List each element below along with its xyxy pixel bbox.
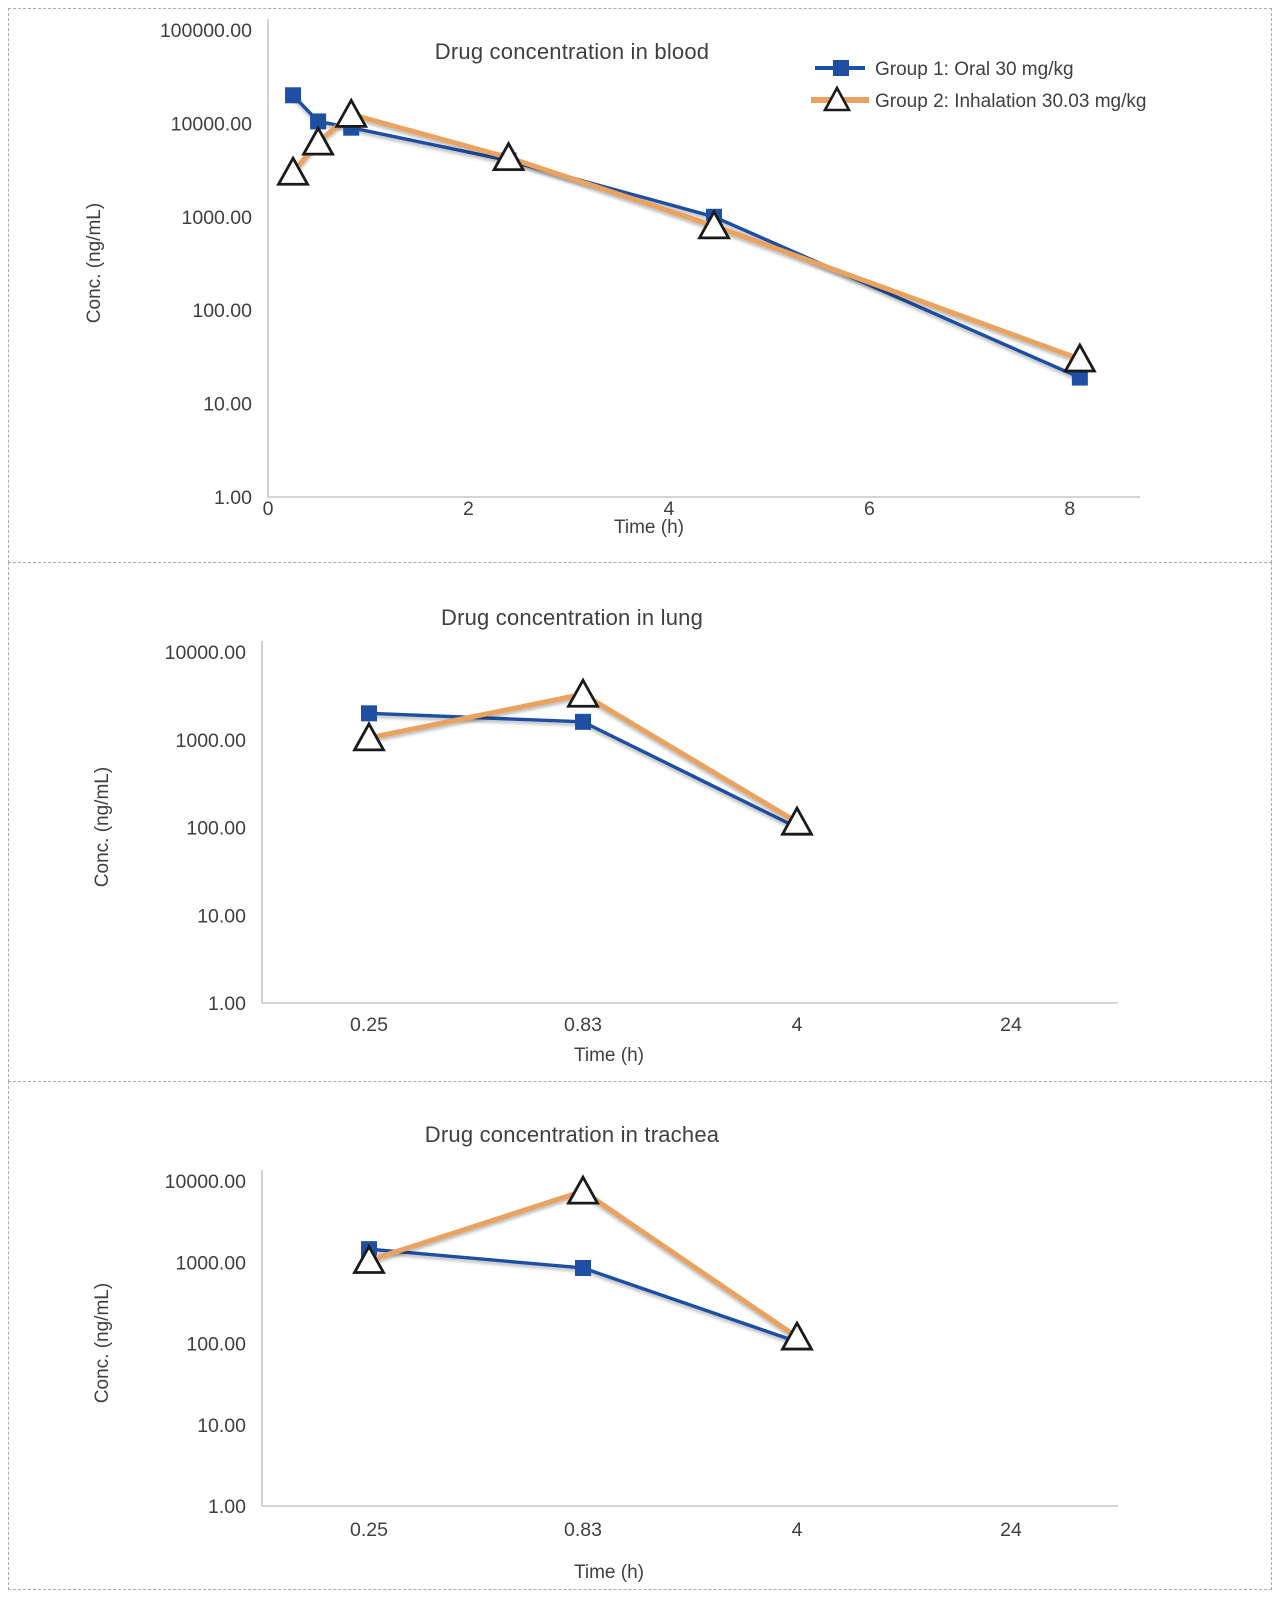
chart-title-trachea: Drug concentration in trachea (424, 1122, 720, 1147)
x-tick-label: 0.25 (350, 1014, 388, 1036)
x-tick-label: 0.25 (350, 1519, 388, 1541)
chart-panel-blood: 100000.00 10000.00 1000.00 100.00 10.00 1.00 0… (8, 8, 1272, 563)
y-tick-label: 10.00 (203, 394, 252, 416)
y-tick-label: 100.00 (192, 300, 252, 322)
chart-panel-lung: 10000.00 1000.00 100.00 10.00 1.00 0.25 0.83 4 2… (8, 562, 1272, 1082)
y-tick-label: 1.00 (208, 993, 246, 1015)
y-tick-label: 1000.00 (176, 730, 247, 752)
y-tick-label: 10.00 (197, 1415, 246, 1437)
x-tick-label: 4 (663, 498, 674, 520)
x-tick-label: 0 (263, 498, 274, 520)
legend-square-marker (833, 60, 849, 76)
y-tick-label: 10000.00 (165, 1171, 246, 1193)
chart-panel-trachea: 10000.00 1000.00 100.00 10.00 1.00 0.25 0.83 4 2… (8, 1081, 1272, 1590)
y-tick-label: 10.00 (197, 905, 246, 927)
group2-triangle-marker (334, 97, 369, 128)
x-tick-label: 6 (864, 498, 875, 520)
y-axis-title-trachea: Conc. (ng/mL) (92, 1282, 113, 1404)
y-tick-label: 10000.00 (165, 642, 246, 664)
group2-triangle-marker (352, 721, 386, 752)
x-axis-title-blood: Time (h) (613, 517, 685, 538)
group2-triangle-marker (491, 140, 526, 172)
x-tick-label: 4 (792, 1519, 803, 1541)
y-tick-label: 1000.00 (176, 1252, 247, 1274)
x-axis-title-lung: Time (h) (573, 1045, 645, 1066)
group1-square-marker (1071, 369, 1088, 386)
legend-item-label: Group 2: Inhalation 30.03 mg/kg (875, 91, 1146, 112)
group2-triangle-marker (780, 1320, 814, 1351)
group1-line (367, 711, 799, 830)
y-tick-label: 100000.00 (160, 20, 252, 42)
y-tick-label: 1.00 (214, 487, 252, 509)
group1-square-marker (361, 705, 377, 722)
y-tick-label: 1.00 (208, 1496, 246, 1518)
chart-title-lung: Drug concentration in lung (440, 605, 704, 630)
group1-square-marker (575, 1259, 591, 1276)
group2-triangle-marker (697, 208, 731, 240)
y-tick-label: 100.00 (186, 1334, 246, 1356)
legend-triangle-marker (822, 85, 852, 112)
y-tick-label: 100.00 (186, 818, 246, 840)
x-tick-label: 2 (463, 498, 474, 520)
y-tick-label: 1000.00 (182, 207, 253, 229)
chart-title-blood: Drug concentration in blood (434, 39, 710, 64)
x-tick-label: 0.83 (564, 1519, 602, 1541)
blood-chart: 100000.00 10000.00 1000.00 100.00 10.00 1.00 0… (160, 19, 1146, 520)
group2-triangle-marker (1062, 342, 1097, 373)
legend: Group 1: Oral 30 mg/kg Group 2: Inhalatio… (811, 59, 1146, 112)
group2-triangle-marker (352, 1243, 386, 1274)
group1-square-marker (310, 113, 327, 130)
y-axis-title-lung: Conc. (ng/mL) (92, 766, 113, 888)
group2-triangle-marker (301, 125, 335, 156)
group2-line (290, 111, 1083, 362)
group2-triangle-marker (566, 677, 600, 708)
x-tick-label: 24 (1000, 1519, 1022, 1541)
legend-item-label: Group 1: Oral 30 mg/kg (875, 59, 1074, 80)
group2-triangle-marker (566, 1174, 600, 1205)
group2-triangle-marker (276, 155, 310, 186)
x-tick-label: 24 (1000, 1014, 1022, 1036)
y-axis-title-blood: Conc. (ng/mL) (84, 202, 105, 324)
x-tick-label: 4 (792, 1014, 803, 1036)
x-tick-label: 8 (1064, 498, 1075, 520)
group1-square-marker (575, 713, 591, 730)
group1-square-marker (285, 87, 302, 104)
x-tick-label: 0.83 (564, 1014, 602, 1036)
x-axis-title-trachea: Time (h) (573, 1562, 645, 1583)
group1-line (291, 93, 1082, 380)
group2-triangle-marker (780, 805, 814, 836)
trachea-chart: 10000.00 1000.00 100.00 10.00 1.00 0.25 0.83 4 2… (165, 1170, 1118, 1541)
group2-line (366, 691, 800, 825)
lung-chart: 10000.00 1000.00 100.00 10.00 1.00 0.25 0.83 4 2… (165, 641, 1118, 1036)
y-tick-label: 10000.00 (171, 113, 252, 135)
